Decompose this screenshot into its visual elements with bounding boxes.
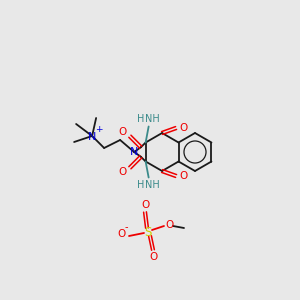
Text: O: O xyxy=(179,171,187,181)
Text: S: S xyxy=(144,226,152,238)
Text: O: O xyxy=(141,200,149,210)
Text: O: O xyxy=(119,167,127,177)
Text: O: O xyxy=(179,123,187,133)
Text: H: H xyxy=(137,115,144,124)
Text: O: O xyxy=(118,229,126,239)
Text: O: O xyxy=(166,220,174,230)
Text: H: H xyxy=(137,179,144,190)
Text: NH: NH xyxy=(145,115,160,124)
Text: O: O xyxy=(150,252,158,262)
Text: N: N xyxy=(130,147,138,157)
Text: O: O xyxy=(119,127,127,137)
Text: N: N xyxy=(88,132,96,142)
Text: -: - xyxy=(124,222,128,232)
Text: NH: NH xyxy=(145,179,160,190)
Text: +: + xyxy=(95,125,103,134)
